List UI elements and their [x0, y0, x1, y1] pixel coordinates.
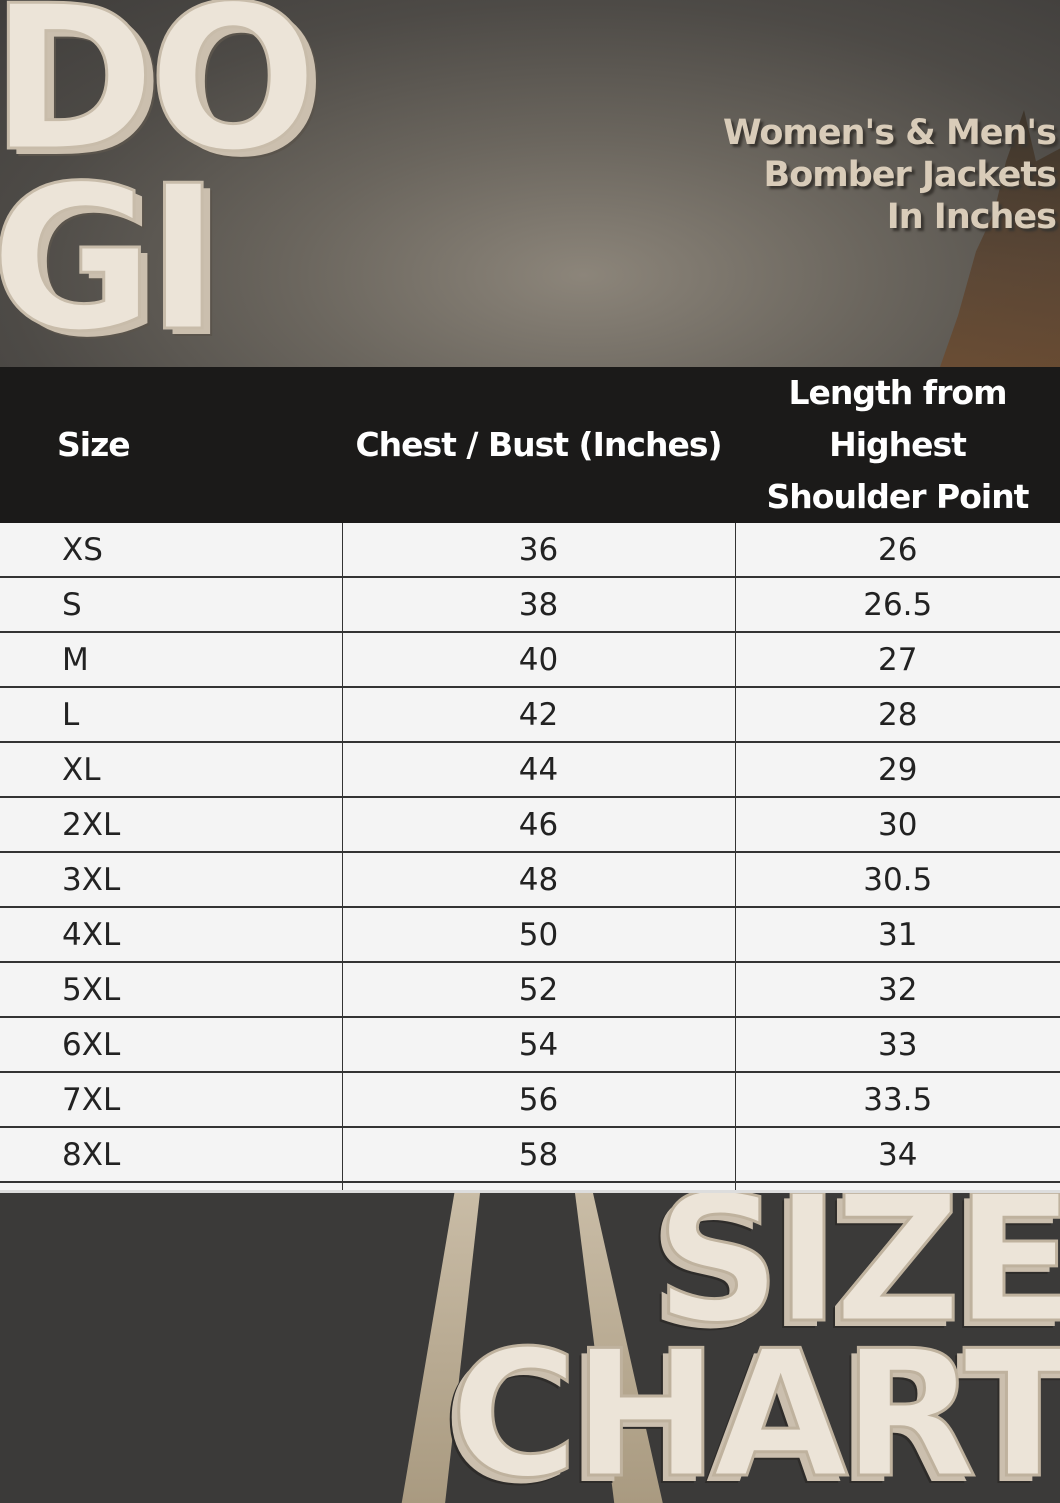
- size-cell: XS: [0, 523, 343, 578]
- chest-cell: 36: [342, 523, 736, 578]
- header-banner: DO GI Women's & Men's Bomber Jackets In …: [0, 0, 1060, 367]
- column-header: Length from Highest Shoulder Point: [735, 367, 1060, 523]
- table-row: 7XL 56 33.5: [0, 1072, 1060, 1128]
- chest-cell: 48: [342, 852, 736, 908]
- length-cell: 26: [735, 523, 1060, 578]
- column-header: Chest / Bust (Inches): [342, 367, 735, 523]
- length-cell: 28: [735, 687, 1060, 743]
- size-cell: 8XL: [0, 1127, 343, 1183]
- length-cell: 33: [735, 1017, 1060, 1073]
- column-header: Size: [0, 367, 342, 523]
- size-cell: S: [0, 577, 343, 633]
- table-row: 6XL 54 33: [0, 1017, 1060, 1073]
- table-row: 3XL 48 30.5: [0, 852, 1060, 908]
- subtitle: Women's & Men's Bomber Jackets In Inches: [722, 112, 1057, 238]
- chest-cell: 44: [342, 742, 736, 798]
- length-cell: 34: [735, 1127, 1060, 1183]
- size-cell: 5XL: [0, 962, 343, 1018]
- subtitle-line: In Inches: [886, 197, 1057, 237]
- table-row: 5XL 52 32: [0, 962, 1060, 1018]
- length-cell: 26.5: [735, 577, 1060, 633]
- brand-logo-line1: DO: [0, 0, 320, 196]
- subtitle-line: Bomber Jackets: [763, 155, 1057, 195]
- size-cell: 3XL: [0, 852, 343, 908]
- chest-cell: 52: [342, 962, 736, 1018]
- size-cell: 6XL: [0, 1017, 343, 1073]
- length-cell: 33.5: [735, 1072, 1060, 1128]
- chest-cell: 46: [342, 797, 736, 853]
- length-cell: 31: [735, 907, 1060, 963]
- size-cell: 4XL: [0, 907, 343, 963]
- table-row: L 42 28: [0, 687, 1060, 743]
- size-cell: M: [0, 632, 343, 688]
- table-row: 2XL 46 30: [0, 797, 1060, 853]
- size-chart-title-line2: CHART: [449, 1314, 1060, 1503]
- subtitle-line: Women's & Men's: [722, 113, 1057, 153]
- length-cell: 30: [735, 797, 1060, 853]
- size-table: Size Chest / Bust (Inches) Length from Hig…: [0, 367, 1060, 1238]
- chest-cell: 50: [342, 907, 736, 963]
- size-cell: 7XL: [0, 1072, 343, 1128]
- size-cell: XL: [0, 742, 343, 798]
- table-row: M 40 27: [0, 632, 1060, 688]
- size-chart-title-line1: SIZE: [654, 1190, 1060, 1362]
- footer-banner: SIZE CHART: [0, 1190, 1060, 1503]
- table-row: 4XL 50 31: [0, 907, 1060, 963]
- length-cell: 27: [735, 632, 1060, 688]
- chest-cell: 38: [342, 577, 736, 633]
- length-cell: 32: [735, 962, 1060, 1018]
- size-cell: L: [0, 687, 343, 743]
- table-row: 8XL 58 34: [0, 1127, 1060, 1183]
- table-row: S 38 26.5: [0, 577, 1060, 633]
- chest-cell: 58: [342, 1127, 736, 1183]
- length-cell: 30.5: [735, 852, 1060, 908]
- table-row: XS 36 26: [0, 523, 1060, 578]
- length-cell: 29: [735, 742, 1060, 798]
- chest-cell: 56: [342, 1072, 736, 1128]
- chest-cell: 40: [342, 632, 736, 688]
- chest-cell: 42: [342, 687, 736, 743]
- chest-cell: 54: [342, 1017, 736, 1073]
- table-row: XL 44 29: [0, 742, 1060, 798]
- size-cell: 2XL: [0, 797, 343, 853]
- brand-logo-line2: GI: [0, 143, 222, 367]
